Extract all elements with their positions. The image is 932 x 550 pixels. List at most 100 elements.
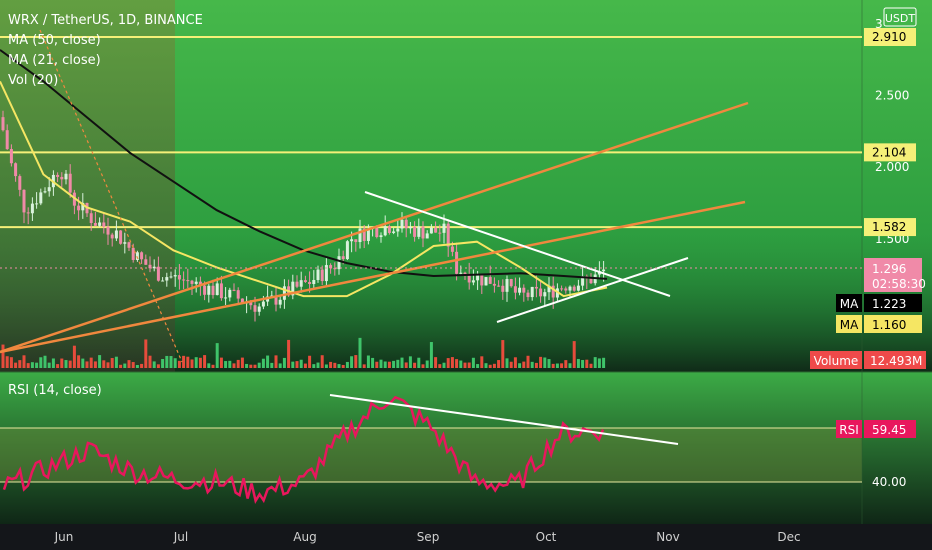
candle-body [30,203,34,214]
volume-bar [299,359,303,368]
rsi-tick-1: 40.00 [872,475,906,489]
volume-bar [51,358,55,368]
candle-body [114,230,118,239]
candle-body [534,286,538,289]
candle-body [18,176,22,190]
candle-body [480,275,484,286]
candle-body [186,280,190,282]
volume-bar [480,356,484,368]
candle-body [341,256,345,260]
candle-body [497,285,501,287]
triangle-lower-line [496,257,689,323]
candle-body [459,272,463,274]
candle-body [568,286,572,291]
candle-body [396,228,400,232]
price-tick-0: 3 [875,17,883,31]
volume-bar [455,359,459,368]
time-label-dec: Dec [777,530,800,544]
candle-body [560,288,564,290]
volume-bar [278,363,282,368]
volume-bar [505,358,509,368]
volume-bar [266,355,270,368]
volume-bar [270,362,274,368]
volume-bar [572,341,576,368]
candle-body [240,298,244,303]
ma50-legend[interactable]: MA (50, close) [8,33,101,48]
rsi-line [2,395,605,505]
rsi-trend-line [329,394,679,445]
volume-bar [110,358,114,368]
candle-body [135,252,139,260]
candle-body [509,279,513,287]
volume-bar [77,355,81,368]
candle-body [530,286,534,298]
volume-bar [329,361,333,368]
volume-bar [98,355,102,368]
candle-body [324,265,328,282]
candle-body [299,280,303,287]
candle-body [312,279,316,285]
volume-bar [245,363,249,368]
candle-body [203,285,207,295]
volume-bar [215,343,219,368]
volume-bar [467,362,471,368]
candle-body [539,288,543,297]
volume-bar [564,360,568,368]
candle-body [308,281,312,285]
candle-body [228,289,232,298]
level-label-box-2 [864,218,916,237]
candle-body [417,226,421,237]
ma50-badge-value: 1.223 [872,297,906,311]
candle-body [522,287,526,293]
volume-bar [211,364,215,368]
candle-body [26,212,30,214]
volume-bar [438,364,442,368]
volume-bar [547,359,551,368]
rsi-badge-name: RSI [839,423,859,437]
candle-body [1,117,5,131]
volume-bar [522,361,526,368]
candle-body [547,285,551,293]
candle-body [5,130,9,150]
volume-bar [333,362,337,368]
volume-bar [219,357,223,368]
level-label-0: 2.910 [872,30,906,44]
volume-bar [585,359,589,368]
rsi-badge-name-box [836,420,862,438]
volume-bar [534,362,538,368]
candle-body [350,239,354,242]
ma21-legend[interactable]: MA (21, close) [8,53,101,68]
currency-badge-box[interactable] [883,7,917,27]
volume-badge-name: Volume [814,354,859,368]
time-label-nov: Nov [656,530,679,544]
volume-bar [425,360,429,368]
symbol-title[interactable]: WRX / TetherUS, 1D, BINANCE [8,13,203,28]
volume-bar [253,364,257,368]
candle-body [375,227,379,238]
candle-body [253,305,257,312]
dotted-trend-line [39,29,183,363]
volume-bar [232,363,236,368]
currency-badge[interactable]: USDT [885,12,916,25]
volume-bar [18,360,22,368]
volume-bar [106,362,110,368]
candle-body [152,266,156,269]
candle-body [354,239,358,243]
candle-body [425,233,429,239]
volume-bar [22,355,26,368]
candle-body [68,173,72,193]
volume-legend[interactable]: Vol (20) [8,73,58,88]
candle-body [526,292,530,298]
candle-body [236,290,240,299]
volume-bar [484,363,488,368]
candle-body [295,281,299,287]
candle-body [513,286,517,293]
rsi-legend[interactable]: RSI (14, close) [8,383,102,398]
candle-body [476,275,480,281]
volume-bar [135,364,139,368]
volume-bar [417,357,421,368]
candle-body [337,256,341,270]
candle-body [501,285,505,292]
volume-bar [228,360,232,368]
